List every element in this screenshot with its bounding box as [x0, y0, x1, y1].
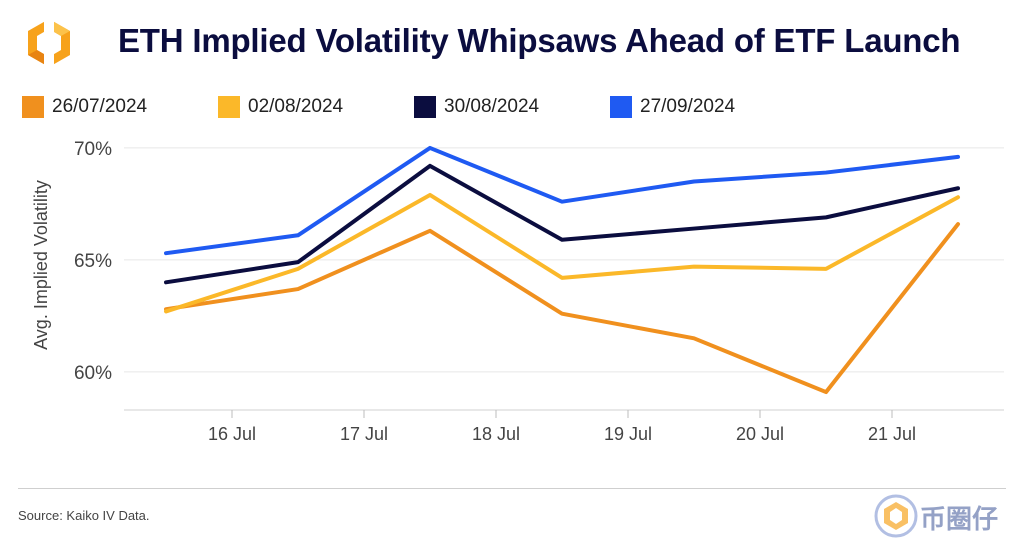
x-tick-label: 18 Jul	[472, 424, 520, 444]
series-line	[164, 145, 960, 256]
y-tick-label: 70%	[74, 139, 112, 160]
legend-swatch	[414, 96, 436, 118]
y-axis-title: Avg. Implied Volatility	[31, 180, 51, 350]
kaiko-logo-icon	[28, 16, 70, 70]
watermark-text: 币圈仔	[920, 505, 999, 535]
legend-label: 27/09/2024	[640, 96, 736, 117]
legend-item: 27/09/2024	[610, 94, 735, 120]
watermark-icon	[874, 494, 918, 538]
legend-label: 26/07/2024	[52, 96, 148, 117]
header: ETH Implied Volatility Whipsaws Ahead of…	[20, 14, 1010, 76]
legend-item: 02/08/2024	[218, 94, 343, 120]
chart-title: ETH Implied Volatility Whipsaws Ahead of…	[118, 22, 961, 59]
legend-swatch	[22, 96, 44, 118]
series-line	[164, 192, 960, 314]
legend-item: 30/08/2024	[414, 94, 539, 120]
y-tick-label: 65%	[74, 251, 112, 272]
x-tick-label: 16 Jul	[208, 424, 256, 444]
legend-swatch	[218, 96, 240, 118]
x-tick-label: 19 Jul	[604, 424, 652, 444]
legend-label: 02/08/2024	[248, 96, 344, 117]
x-tick-label: 20 Jul	[736, 424, 784, 444]
watermark: 币圈仔	[872, 490, 1022, 542]
series-line	[164, 222, 960, 395]
source-note: Source: Kaiko IV Data.	[18, 508, 150, 523]
line-chart: 60% 65% 70% 16 Jul 17 Jul 18 Jul 19 Jul 20 Jul 2…	[31, 139, 1004, 444]
legend-swatch	[610, 96, 632, 118]
footer-divider	[18, 488, 1006, 489]
legend-item: 26/07/2024	[22, 94, 147, 120]
legend: 26/07/2024 02/08/2024 30/08/2024 27/09/2…	[22, 94, 822, 120]
series-line	[164, 163, 960, 285]
x-tick-label: 17 Jul	[340, 424, 388, 444]
x-tick-label: 21 Jul	[868, 424, 916, 444]
legend-label: 30/08/2024	[444, 96, 540, 117]
y-tick-label: 60%	[74, 363, 112, 384]
